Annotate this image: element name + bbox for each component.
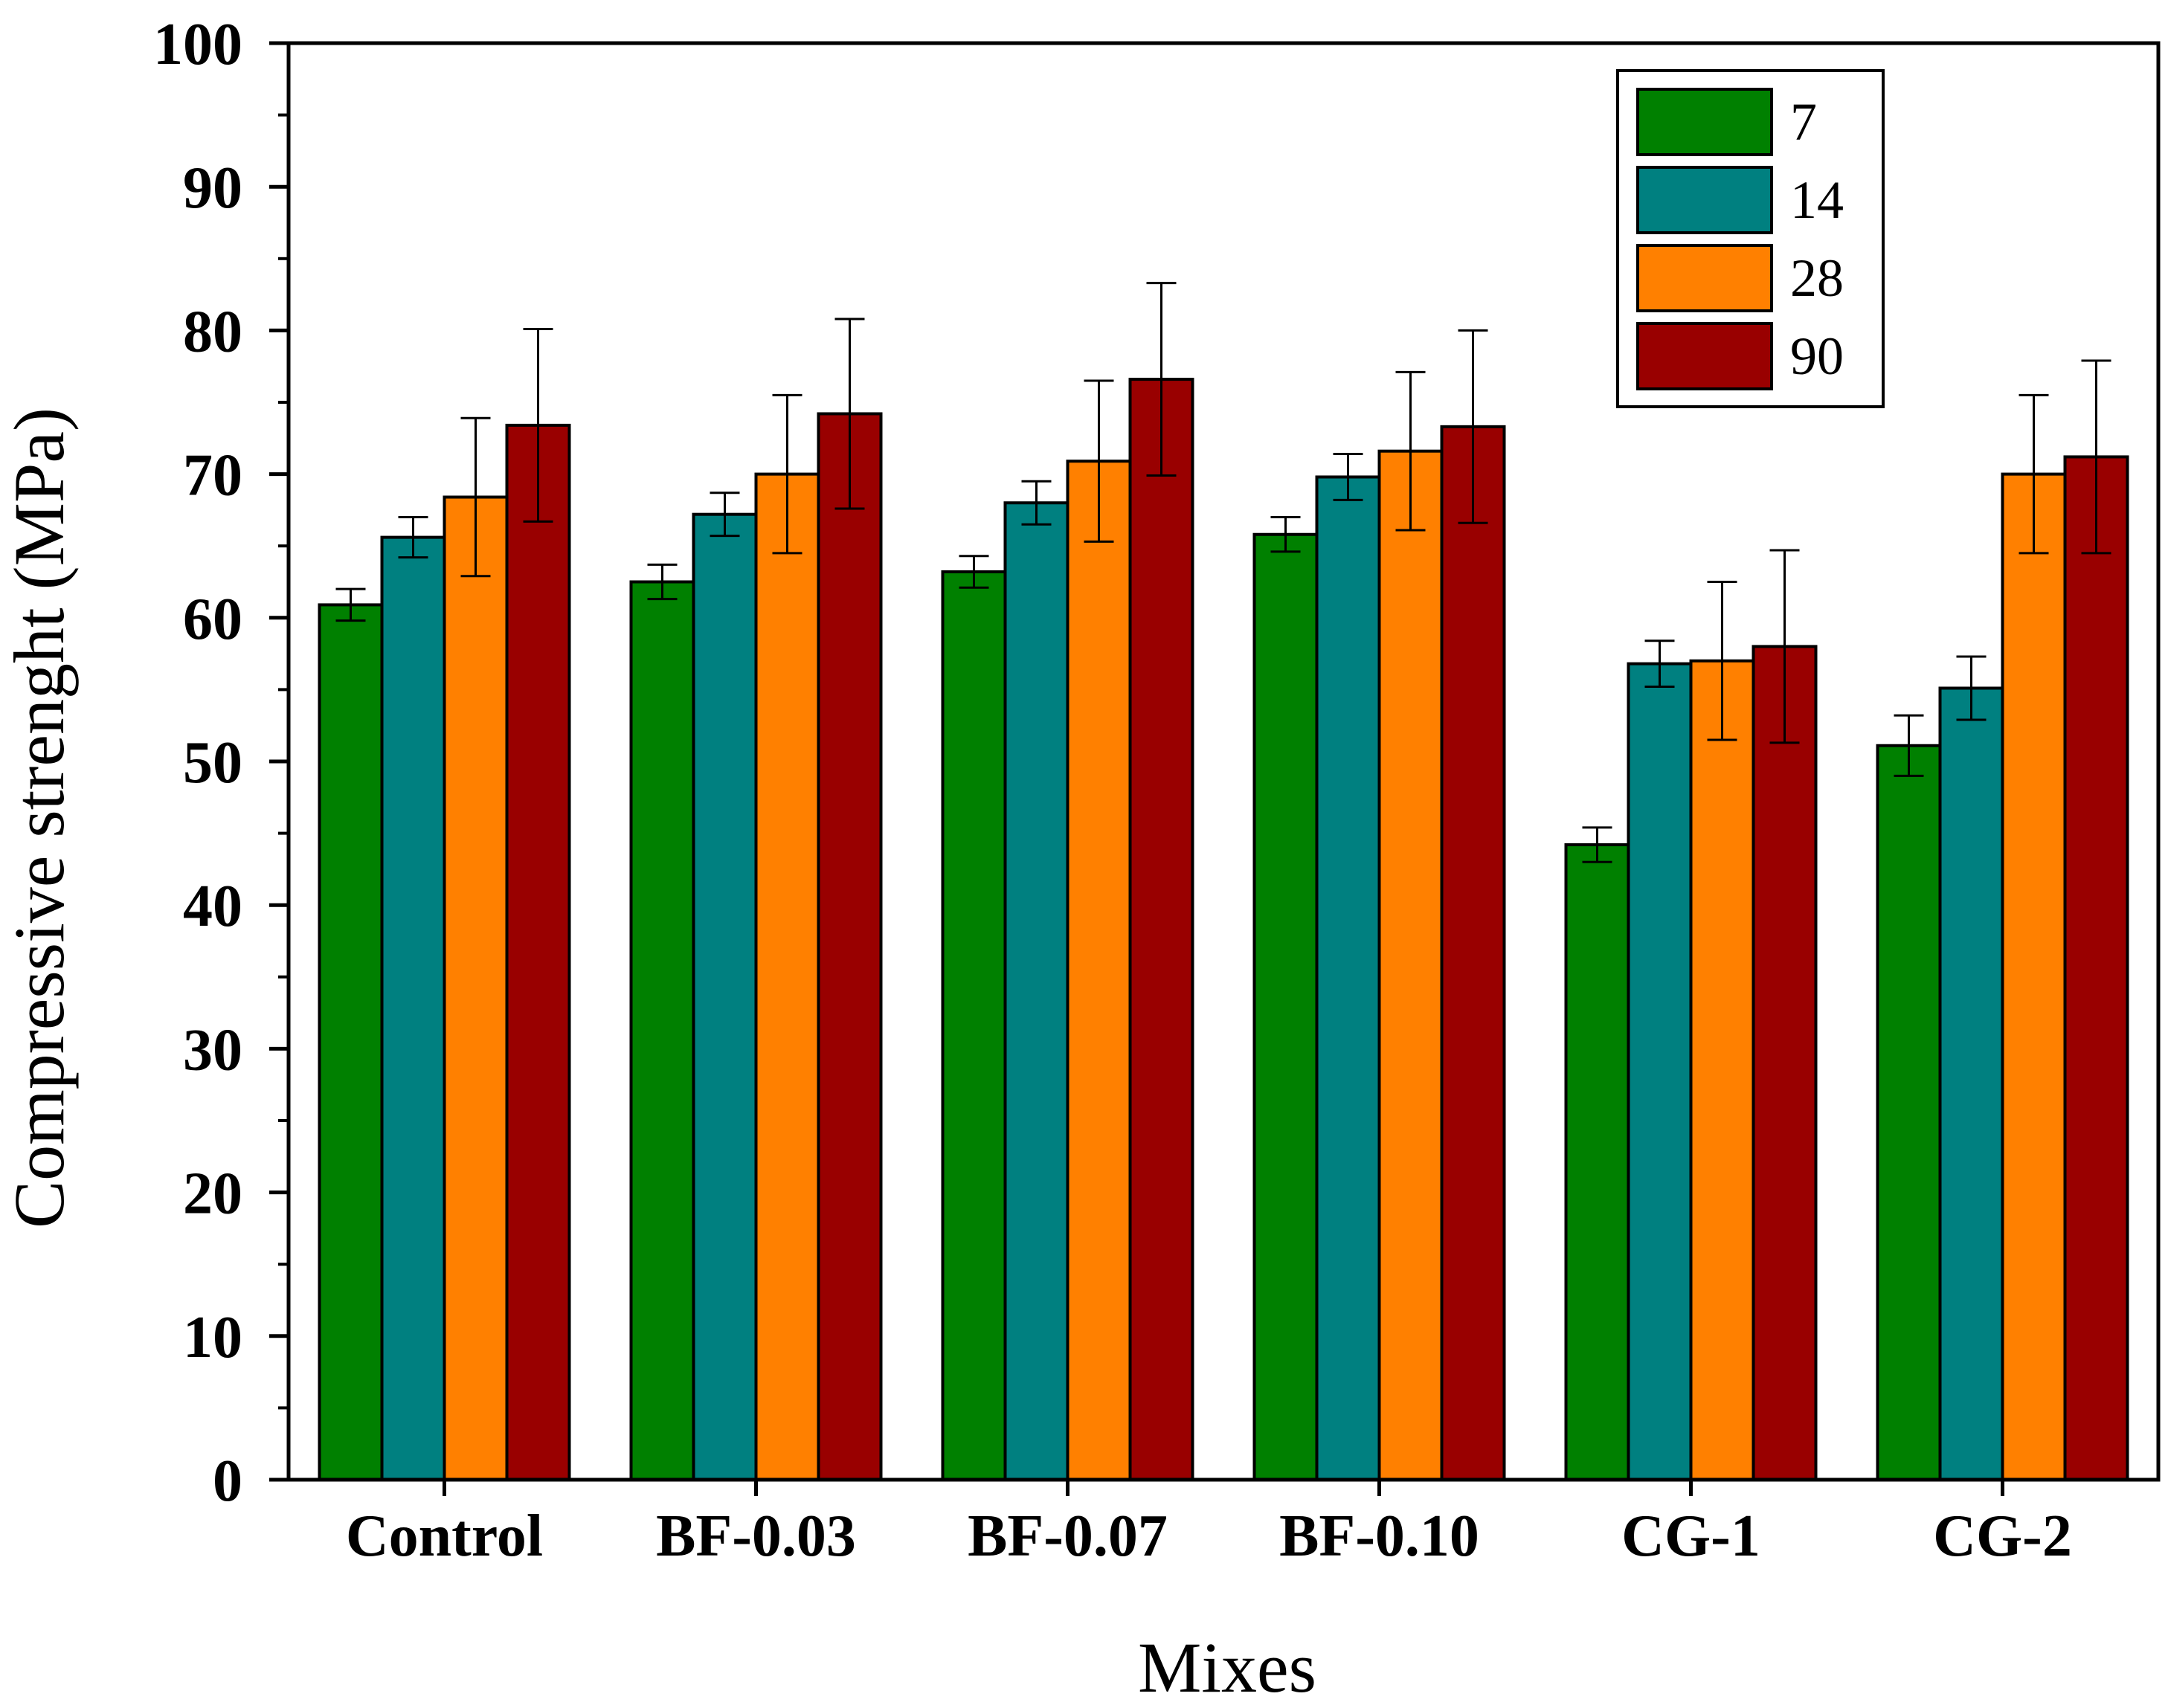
legend-label-day-14: 14: [1790, 170, 1844, 230]
error-bar-bf-0-07-day-7: [959, 555, 989, 589]
error-bar-bf-0-03-day-14: [710, 492, 740, 538]
error-bar-bf-0-07-day-28: [1084, 379, 1114, 543]
y-tick-label: 90: [183, 155, 242, 221]
error-bar-control-day-7: [335, 587, 366, 622]
x-tick-label: CG-2: [1933, 1504, 2072, 1569]
bar-control-day-28: [443, 495, 509, 1482]
x-tick-label: BF-0.03: [656, 1504, 856, 1569]
legend-swatch-day-90: [1636, 322, 1773, 390]
x-tick-label: CG-1: [1621, 1504, 1760, 1569]
error-bar-bf-0-03-day-28: [772, 393, 802, 555]
y-tick-label: 30: [183, 1017, 242, 1083]
error-bar-cg-2-day-90: [2081, 359, 2111, 555]
bar-bf-0-03-day-90: [817, 412, 883, 1481]
error-bar-control-day-28: [460, 416, 491, 578]
bar-control-day-14: [380, 535, 446, 1481]
bar-cg-1-day-90: [1752, 645, 1818, 1482]
axes-layer: Control BF-0.03 BF-0.07 BF-0.10 CG-1 CG-2 0 10 2…: [153, 12, 2161, 1569]
error-bar-bf-0-10-day-28: [1395, 370, 1426, 532]
error-bar-bf-0-07-day-14: [1021, 480, 1052, 526]
y-tick-label: 50: [183, 730, 242, 796]
error-bar-bf-0-10-day-90: [1458, 329, 1488, 524]
error-bar-bf-0-10-day-7: [1270, 516, 1301, 553]
bar-cg-1-day-28: [1689, 659, 1755, 1481]
bar-bf-0-07-day-7: [941, 570, 1007, 1482]
y-tick-label: 100: [153, 12, 242, 77]
bar-control-day-7: [318, 603, 384, 1481]
error-bar-control-day-90: [523, 327, 553, 523]
y-tick-label: 60: [183, 587, 242, 652]
error-bar-bf-0-03-day-90: [834, 318, 865, 510]
y-tick-label: 10: [183, 1305, 242, 1370]
bar-bf-0-03-day-7: [629, 580, 695, 1481]
legend-swatch-day-14: [1636, 166, 1773, 234]
error-bar-bf-0-03-day-7: [647, 563, 678, 601]
bar-control-day-90: [505, 423, 571, 1481]
error-bar-cg-1-day-28: [1707, 581, 1737, 741]
x-tick-label: Control: [346, 1504, 543, 1569]
bars-layer: [318, 378, 2129, 1482]
error-bar-cg-1-day-7: [1582, 826, 1612, 863]
bar-cg-2-day-90: [2063, 455, 2129, 1481]
legend: 7 14 28 90: [1616, 69, 1885, 408]
y-tick-label: 70: [183, 443, 242, 509]
error-bar-cg-1-day-14: [1644, 639, 1675, 689]
x-tick-label: BF-0.10: [1279, 1504, 1479, 1569]
bar-bf-0-03-day-28: [754, 472, 820, 1481]
legend-label-day-90: 90: [1790, 326, 1844, 386]
y-tick-label: 0: [213, 1448, 242, 1514]
x-tick-label: BF-0.07: [968, 1504, 1168, 1569]
bar-bf-0-07-day-28: [1066, 460, 1132, 1481]
error-bar-control-day-14: [398, 516, 428, 559]
y-tick-label: 80: [183, 299, 242, 364]
x-axis-title: Mixes: [1138, 1628, 1316, 1707]
bar-bf-0-07-day-14: [1003, 501, 1069, 1481]
error-bar-cg-1-day-90: [1769, 549, 1800, 744]
bar-bf-0-07-day-90: [1128, 378, 1194, 1481]
error-bar-cg-2-day-28: [2019, 393, 2049, 555]
bar-cg-1-day-7: [1564, 843, 1630, 1481]
error-bar-cg-2-day-7: [1894, 714, 1924, 777]
error-bar-bf-0-10-day-14: [1333, 453, 1363, 501]
bar-cg-2-day-7: [1876, 744, 1942, 1481]
y-axis-title: Compressive strenght (MPa): [0, 407, 79, 1228]
legend-swatch-day-7: [1636, 88, 1773, 156]
y-tick-label: 40: [183, 874, 242, 939]
bar-bf-0-10-day-28: [1377, 449, 1444, 1481]
bar-cg-2-day-28: [2001, 472, 2067, 1481]
legend-label-day-7: 7: [1790, 92, 1817, 152]
legend-swatch-day-28: [1636, 244, 1773, 312]
error-bar-bf-0-07-day-90: [1146, 282, 1177, 477]
bar-bf-0-10-day-7: [1252, 532, 1319, 1481]
bar-bf-0-10-day-90: [1440, 425, 1506, 1481]
error-bar-cg-2-day-14: [1956, 655, 1987, 721]
bar-cg-2-day-14: [1938, 686, 2004, 1481]
bar-bf-0-10-day-14: [1315, 475, 1381, 1481]
bar-bf-0-03-day-14: [692, 512, 758, 1481]
y-tick-label: 20: [183, 1161, 242, 1227]
legend-label-day-28: 28: [1790, 248, 1844, 308]
bar-cg-1-day-14: [1627, 662, 1693, 1481]
error-bars-layer: [335, 282, 2111, 863]
